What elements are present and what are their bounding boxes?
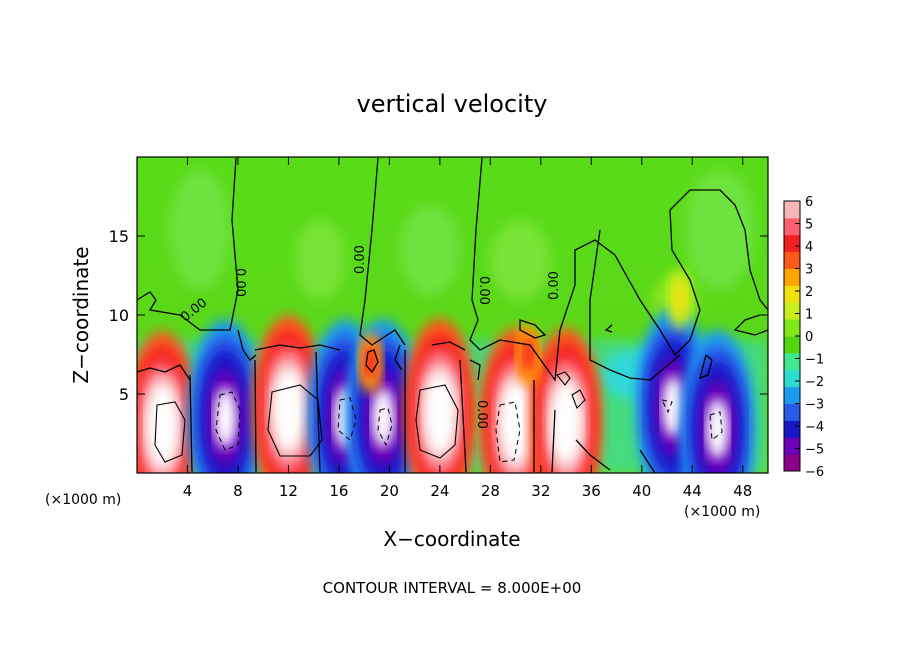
colorbar-swatch [784, 251, 800, 269]
x-tick-label: 48 [733, 482, 752, 500]
x-tick-label: 8 [233, 482, 243, 500]
colorbar-label: −5 [805, 443, 824, 458]
x-axis: 4 8 12 16 20 24 28 32 36 40 44 48 [183, 157, 752, 500]
heatmap-cell-layer [146, 383, 179, 468]
contour-label: 0.00 [547, 271, 562, 300]
heatmap-cell-layer [213, 387, 237, 449]
colorbar-label: 1 [805, 308, 813, 323]
colorbar-swatch [784, 302, 800, 320]
colorbar-swatch [784, 336, 800, 354]
heatmap-cell [667, 268, 692, 330]
heatmap-cell [345, 319, 421, 473]
colorbar-swatch [784, 420, 800, 438]
x-tick-label: 20 [380, 482, 399, 500]
colorbar-label: −3 [805, 398, 824, 413]
colorbar-label: 6 [805, 195, 813, 210]
x-tick-label: 32 [531, 482, 550, 500]
colorbar-swatch [784, 403, 800, 421]
x-tick-label: 28 [481, 482, 500, 500]
contour-label: 0.00 [232, 268, 247, 297]
heatmap-cell-layer [371, 387, 395, 449]
contour-lines [136, 157, 769, 474]
colorbar-swatch [784, 369, 800, 388]
colorbar-label: −1 [805, 353, 824, 368]
colorbar-swatch [784, 386, 800, 404]
y-tick-label: 5 [119, 385, 129, 404]
x-tick-label: 4 [183, 482, 193, 500]
x-tick-label: 36 [582, 482, 601, 500]
y-axis: 5 10 15 [109, 227, 768, 404]
colorbar-swatch [784, 319, 800, 337]
heatmap-cell-layer [672, 281, 687, 317]
colorbar-swatch [784, 268, 800, 286]
colorbar-label: 0 [805, 330, 813, 345]
heatmap-cell [403, 318, 477, 473]
colorbar-swatch [784, 234, 800, 253]
colorbar-swatch [784, 201, 800, 219]
colorbar-label: 5 [805, 218, 813, 233]
colorbar-swatch [784, 454, 800, 472]
colorbar-label: 4 [805, 240, 813, 255]
heatmap-cell [252, 315, 325, 473]
contour-label: 0.00 [476, 276, 491, 305]
x-tick-label: 24 [430, 482, 449, 500]
colorbar-label: 2 [805, 285, 813, 300]
inner-contours [154, 371, 586, 463]
colorbar-label: −6 [805, 465, 824, 480]
heatmap-cell-layer [272, 368, 305, 452]
y-tick-label: 15 [109, 227, 129, 246]
heatmap-cell-layer [661, 376, 685, 437]
y-axis-label: Z−coordinate [69, 246, 93, 383]
heatmap-cell-layer [499, 380, 532, 465]
chart-title: vertical velocity [357, 90, 548, 118]
colorbar-swatch [784, 285, 800, 303]
colorbar-swatch [784, 217, 800, 236]
dashed-contours [215, 391, 723, 463]
heatmap-cell-layer [705, 398, 730, 460]
colorbar-swatch [784, 437, 800, 455]
x-tick-label: 44 [683, 482, 702, 500]
heatmap-cell-layer [423, 371, 456, 455]
contour-label: 0.00 [353, 245, 368, 274]
colorbar: 6 5 4 3 2 1 0 −1 −2 −3 −4 −5 −6 [783, 195, 824, 480]
heatmap-cell-layer [523, 341, 534, 368]
heatmap-cell [137, 330, 199, 473]
x-axis-label: X−coordinate [383, 527, 520, 551]
x-axis-unit-right: (×1000 m) [684, 504, 760, 520]
contour-interval-text: CONTOUR INTERVAL = 8.000E+00 [323, 579, 582, 597]
colorbar-label: −2 [805, 375, 824, 390]
x-tick-label: 40 [632, 482, 651, 500]
colorbar-label: 3 [805, 263, 813, 278]
y-tick-label: 10 [109, 306, 129, 325]
x-tick-label: 16 [329, 482, 348, 500]
x-tick-label: 12 [279, 482, 298, 500]
x-axis-unit: (×1000 m) [45, 492, 121, 508]
colorbar-label: −4 [805, 420, 824, 435]
heatmap-cell [187, 319, 264, 473]
contour-label: 0.00 [474, 400, 489, 429]
colorbar-swatch [784, 352, 800, 371]
